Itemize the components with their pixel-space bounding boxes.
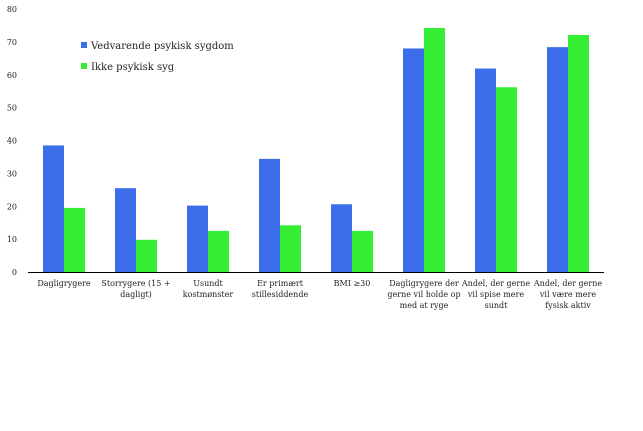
bar-series1-cat5	[331, 204, 352, 272]
bar-series2-cat3	[208, 230, 229, 272]
bar-series2-cat4	[280, 225, 301, 272]
legend-label-1: Vedvarende psykisk sygdom	[90, 41, 234, 52]
y-tick-label-30: 30	[7, 169, 17, 178]
category-label-8: Andel, der gerne vil være mere fysisk akti…	[533, 279, 602, 310]
category-label-7: Andel, der gerne vil spise mere sundt	[461, 279, 530, 310]
bars	[43, 28, 589, 273]
y-tick-label-50: 50	[7, 104, 17, 113]
bar-series2-cat8	[568, 34, 589, 272]
bar-series2-cat5	[352, 230, 373, 272]
y-tick-label-40: 40	[7, 137, 17, 146]
y-tick-label-70: 70	[7, 38, 17, 47]
bar-series2-cat2	[136, 239, 157, 272]
y-tick-label-80: 80	[7, 5, 17, 14]
category-label-5: BMI ≥30	[334, 279, 371, 288]
bar-series2-cat1	[64, 207, 85, 272]
category-label-6: Dagligrygere der gerne vil holde op med at…	[387, 279, 460, 310]
y-tick-label-0: 0	[12, 268, 17, 277]
bar-series1-cat1	[43, 145, 64, 272]
category-label-2: Storrygere (15 + dagligt)	[101, 279, 170, 299]
y-tick-label-20: 20	[7, 202, 17, 211]
legend-swatch-2	[81, 63, 87, 69]
bar-series2-cat6	[424, 28, 445, 272]
legend: Vedvarende psykisk sygdom Ikke psykisk sy…	[81, 41, 234, 73]
bar-series1-cat3	[187, 205, 208, 272]
category-label-3: Usundt kostmønster	[183, 279, 234, 299]
y-tick-label-60: 60	[7, 71, 17, 80]
legend-label-2: Ikke psykisk syg	[91, 62, 175, 73]
category-label-1: Dagligrygere	[37, 279, 91, 288]
bar-series1-cat2	[115, 188, 136, 272]
bar-series1-cat6	[403, 48, 424, 273]
y-axis: 0 10 20 30 40 50 60 70 80	[7, 5, 17, 277]
category-labels: Dagligrygere Storrygere (15 + dagligt) Usun…	[37, 279, 602, 310]
bar-series1-cat7	[475, 68, 496, 272]
bar-series1-cat4	[259, 158, 280, 272]
bar-series1-cat8	[547, 47, 568, 273]
category-label-4: Er primært stillesiddende	[252, 279, 309, 299]
y-tick-label-10: 10	[7, 235, 17, 244]
bar-series2-cat7	[496, 87, 517, 273]
legend-swatch-1	[81, 42, 87, 48]
